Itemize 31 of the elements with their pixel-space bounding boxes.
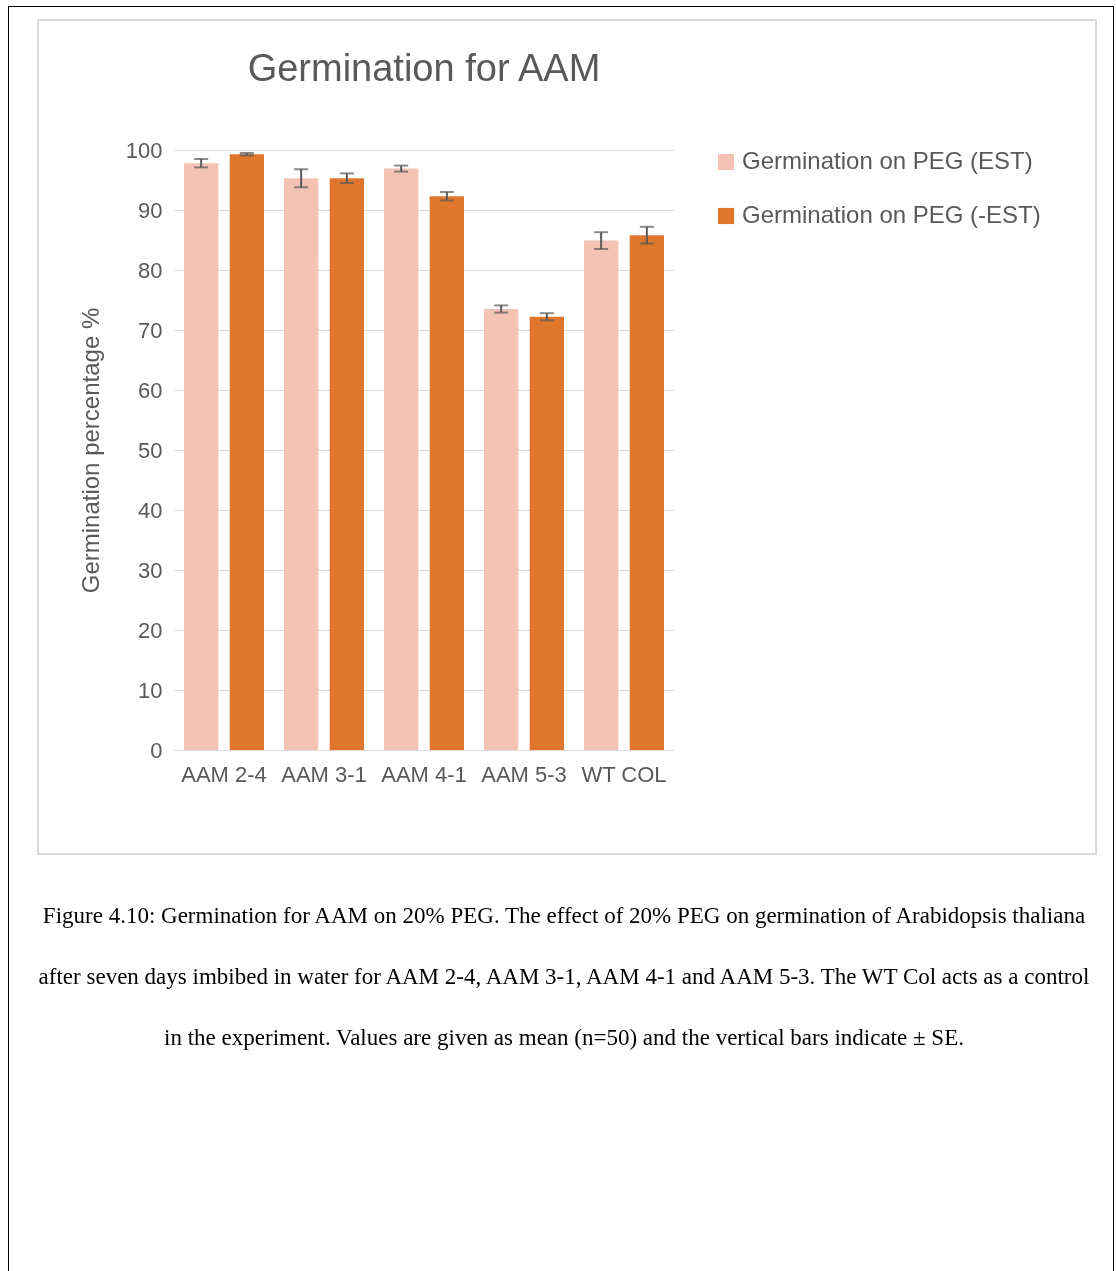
x-tick-label: WT COL — [581, 761, 667, 787]
bar — [329, 178, 364, 750]
x-tick-label: AAM 2-4 — [181, 761, 267, 787]
y-axis-title: Germination percentage % — [76, 307, 104, 594]
bar — [284, 178, 319, 750]
y-tick-label: 10 — [138, 677, 163, 703]
y-tick-label: 100 — [125, 137, 163, 163]
bar — [529, 316, 564, 750]
y-tick-label: 20 — [138, 617, 163, 643]
bar — [429, 196, 464, 750]
bar — [384, 168, 419, 750]
x-tick-label: AAM 3-1 — [281, 761, 367, 787]
chart-title: Germination for AAM — [247, 47, 601, 89]
bar — [184, 163, 219, 750]
y-tick-label: 80 — [138, 257, 163, 283]
y-tick-label: 30 — [138, 557, 163, 583]
text: Figure 4.10: Germination for AAM on 20% PEG. The effect of 20% PEG on germination of Arabidopsis thaliana after seven days imbibed in water for AAM 2-4, AAM 3-1, AAM 4-1 and AAM 5-3. The WT Col acts as a control in the experiment. Values are given as mean (n=50) and the vertical bars indicate ± SE. — [38, 903, 1090, 1050]
x-tick-label: AAM 4-1 — [381, 761, 467, 787]
y-tick-label: 60 — [138, 377, 163, 403]
bar — [484, 309, 519, 750]
y-tick-label: 40 — [138, 497, 163, 523]
y-tick-label: 50 — [138, 437, 163, 463]
y-tick-label: 90 — [138, 197, 163, 223]
bar — [584, 240, 619, 750]
legend-label: Germination on PEG (-EST) — [742, 201, 1041, 228]
bar — [229, 154, 264, 750]
y-tick-label: 0 — [150, 737, 163, 763]
bar — [629, 235, 664, 750]
y-tick-label: 70 — [138, 317, 163, 343]
legend-label: Germination on PEG (EST) — [742, 147, 1033, 174]
x-tick-label: AAM 5-3 — [481, 761, 567, 787]
